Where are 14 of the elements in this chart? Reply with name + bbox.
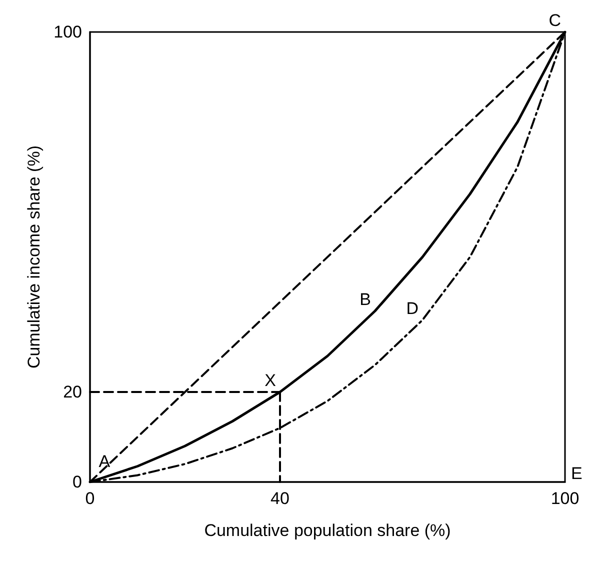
x-tick-label: 100 (550, 489, 580, 508)
annotation: B (360, 290, 371, 309)
annotation: A (98, 452, 111, 471)
y-tick-label: 100 (54, 22, 82, 42)
x-tick-label: 0 (85, 489, 95, 508)
annotation: X (264, 371, 276, 390)
text: E (571, 464, 582, 483)
annotation: D (406, 299, 418, 318)
y-tick-label: 20 (63, 382, 82, 402)
x-axis-title: Cumulative population share (%) (204, 521, 451, 540)
y-tick-label: 0 (72, 472, 82, 492)
y-axis-title: Cumulative income share (%) (24, 146, 44, 368)
annotation: C (548, 11, 561, 30)
x-tick-label: 40 (270, 489, 290, 508)
